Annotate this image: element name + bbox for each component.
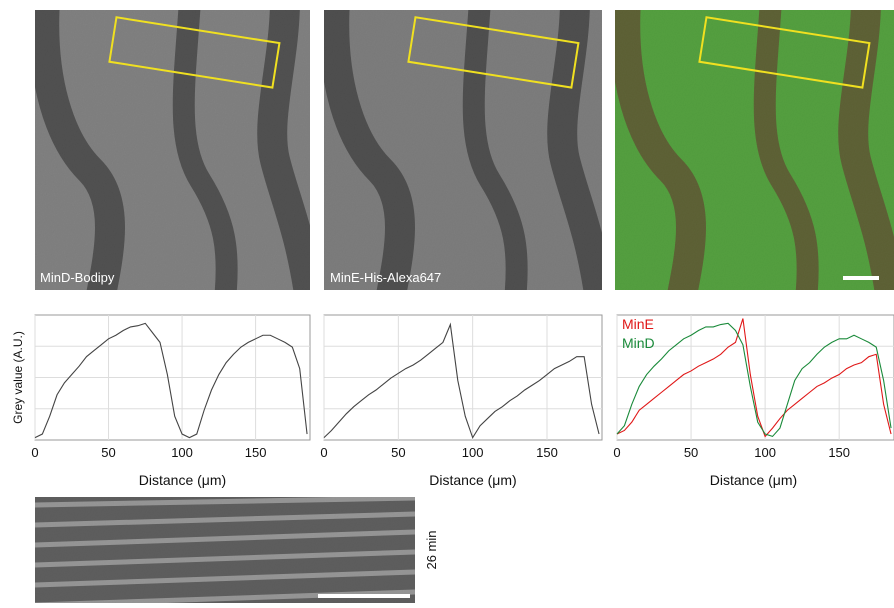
x-tick-label: 100 xyxy=(462,445,484,460)
image-merge xyxy=(615,10,894,290)
x-tick-label: 0 xyxy=(31,445,38,460)
x-tick-label: 100 xyxy=(171,445,193,460)
image-mind xyxy=(35,10,310,290)
x-tick-label: 0 xyxy=(320,445,327,460)
y-axis-label: Grey value (A.U.) xyxy=(11,331,25,424)
image-mine xyxy=(324,10,602,290)
x-tick-label: 150 xyxy=(245,445,267,460)
kymograph xyxy=(35,497,415,603)
kymograph-label: 26 min xyxy=(424,530,439,569)
series-line xyxy=(34,322,308,439)
x-tick-label: 50 xyxy=(391,445,405,460)
x-tick-label: 150 xyxy=(536,445,558,460)
image-label: MinE-His-Alexa647 xyxy=(330,270,441,285)
legend-entry: MinE xyxy=(622,316,654,332)
legend-entry: MinD xyxy=(622,335,655,351)
x-tick-label: 50 xyxy=(101,445,115,460)
x-tick-label: 0 xyxy=(613,445,620,460)
series-line xyxy=(616,318,892,438)
x-axis-label: Distance (μm) xyxy=(710,472,797,488)
series-line xyxy=(616,322,892,438)
image-label: MinD-Bodipy xyxy=(40,270,115,285)
x-axis-label: Distance (μm) xyxy=(139,472,226,488)
series-line xyxy=(323,322,600,439)
x-tick-label: 150 xyxy=(828,445,850,460)
x-axis-label: Distance (μm) xyxy=(429,472,516,488)
x-tick-label: 50 xyxy=(684,445,698,460)
x-tick-label: 100 xyxy=(754,445,776,460)
